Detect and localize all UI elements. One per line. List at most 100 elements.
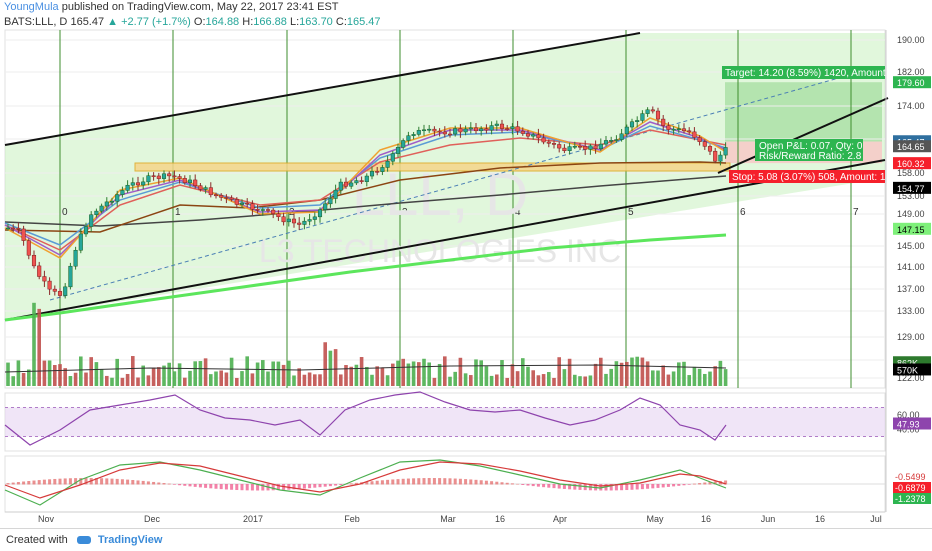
volume-bar-15 <box>84 372 88 386</box>
volume-bar-67 <box>354 364 359 386</box>
candle-body-131 <box>687 130 692 133</box>
macd-hist-45 <box>240 484 244 491</box>
candle-body-63 <box>333 189 338 199</box>
macd-hist-61 <box>323 484 327 487</box>
high-label: H: <box>242 16 254 28</box>
volume-bar-123 <box>645 361 650 386</box>
candle-body-26 <box>141 181 146 186</box>
candle-body-93 <box>489 125 494 131</box>
volume-bar-125 <box>656 370 660 386</box>
volume-bar-53 <box>281 364 286 386</box>
macd-hist-88 <box>464 479 468 485</box>
symbol-label[interactable]: BATS:LLL, D <box>4 16 68 28</box>
candle-body-5 <box>31 254 37 267</box>
x-tick-4: Mar <box>440 514 456 524</box>
candle-body-38 <box>203 187 208 190</box>
volume-bar-63 <box>333 349 338 386</box>
candle-body-45 <box>239 202 245 205</box>
volume-bar-48 <box>255 362 260 386</box>
volume-bar-135 <box>708 371 712 386</box>
volume-bar-116 <box>609 368 613 386</box>
volume-bar-81 <box>427 362 431 386</box>
candle-body-8 <box>47 280 52 290</box>
macd-hist-103 <box>542 484 546 488</box>
macd-hist-14 <box>79 478 83 485</box>
ma-20-blue <box>4 125 727 246</box>
target-label-box <box>722 66 885 79</box>
macd-hist-108 <box>568 484 572 490</box>
candle-body-127 <box>666 125 671 130</box>
volume-bar-77 <box>406 363 411 386</box>
volume-bar-91 <box>479 360 483 386</box>
volume-bar-87 <box>458 357 463 386</box>
tradingview-brand[interactable]: TradingView <box>97 534 163 546</box>
candle-body-36 <box>193 179 198 186</box>
candle-body-101 <box>531 134 536 137</box>
volume-bar-54 <box>287 360 291 386</box>
macd-hist-71 <box>375 480 379 485</box>
macd-hist-38 <box>204 484 208 488</box>
volume-bar-12 <box>68 376 73 386</box>
macd-hist-76 <box>401 478 405 485</box>
published-text: published on TradingView.com, May 22, 20… <box>61 1 339 13</box>
volume-bar-94 <box>495 374 499 386</box>
macd-hist-58 <box>308 484 312 489</box>
volume-bar-4 <box>27 369 31 386</box>
symbol-info-bar: BATS:LLL, D 165.47 ▲ +2.77 (+1.7%) O:164… <box>4 15 381 29</box>
cycle-label-6: 6 <box>740 207 746 218</box>
candle-body-37 <box>198 185 203 190</box>
candle-body-65 <box>343 181 349 187</box>
price-label-6: 862K <box>897 358 918 368</box>
macd-hist-85 <box>448 478 452 485</box>
candle-body-73 <box>385 160 390 168</box>
volume-bar-37 <box>198 361 203 386</box>
author-name[interactable]: YoungMula <box>4 1 59 13</box>
macd-hist-83 <box>438 478 442 485</box>
volume-bar-76 <box>401 358 405 386</box>
candle-body-46 <box>245 202 250 205</box>
channel-fill <box>5 33 885 320</box>
macd-hist-80 <box>422 478 426 485</box>
macd-hist-25 <box>136 480 140 485</box>
volume-bar-97 <box>510 364 515 386</box>
volume-bar-62 <box>328 350 333 386</box>
cycle-label-3: 3 <box>402 207 408 218</box>
macd-hist-90 <box>474 479 478 485</box>
volume-bar-25 <box>136 377 140 386</box>
macd-hist-125 <box>656 484 660 488</box>
macd-hist-7 <box>42 479 46 485</box>
macd-hist-70 <box>370 481 374 485</box>
macd-hist-42 <box>224 484 228 490</box>
macd-hist-86 <box>453 478 457 485</box>
candle-body-25 <box>135 182 141 186</box>
macd-hist-122 <box>640 484 644 490</box>
volume-bar-118 <box>619 362 624 386</box>
macd-hist-40 <box>214 484 218 489</box>
y-tick-0: 190.00 <box>897 35 925 45</box>
volume-bar-88 <box>463 373 468 386</box>
volume-bar-110 <box>578 376 582 386</box>
candle-body-121 <box>635 120 640 122</box>
volume-bar-64 <box>339 374 343 386</box>
ma-50-red <box>4 129 727 251</box>
volume-bar-40 <box>214 371 218 386</box>
candle-body-134 <box>702 141 707 147</box>
target-label-text: Target: 14.20 (8.59%) 1420, Amount: 1 <box>725 68 897 79</box>
macd-hist-20 <box>110 478 114 485</box>
candle-body-35 <box>187 179 193 183</box>
volume-bar-137 <box>718 360 723 386</box>
volume-ma-line <box>4 364 727 373</box>
candle-body-19 <box>104 201 109 207</box>
candle-body-98 <box>515 126 520 132</box>
volume-bar-92 <box>484 366 489 386</box>
volume-bar-32 <box>172 371 177 386</box>
volume-bar-117 <box>614 361 619 386</box>
volume-bar-13 <box>73 372 78 386</box>
candle-body-107 <box>562 147 567 151</box>
macd-hist-3 <box>22 481 26 485</box>
volume-bar-69 <box>365 366 369 386</box>
publish-header: YoungMula published on TradingView.com, … <box>0 0 932 14</box>
macd-hist-84 <box>443 478 447 485</box>
volume-bar-30 <box>162 365 166 386</box>
